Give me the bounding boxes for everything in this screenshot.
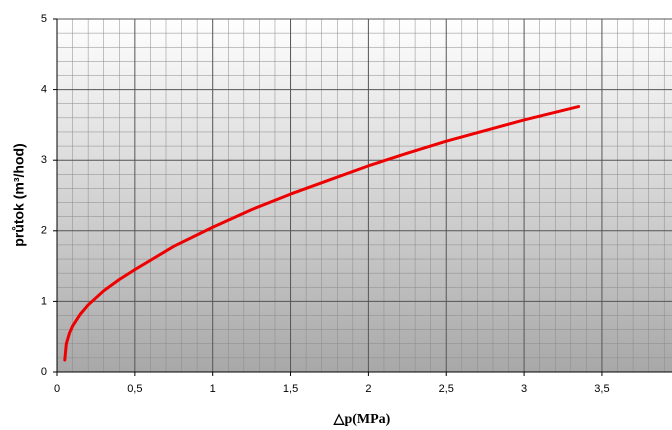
x-axis-title: △p(MPa) <box>333 412 391 427</box>
y-tick-label: 0 <box>41 366 47 378</box>
data-line <box>63 105 581 362</box>
y-tick-label: 3 <box>41 154 47 166</box>
y-tick-label: 2 <box>41 225 47 237</box>
x-tick-label: 3 <box>521 383 527 395</box>
x-tick-label: 0 <box>54 383 60 395</box>
y-axis-title: průtok (m³/hod) <box>11 143 27 246</box>
x-tick-label: 0,5 <box>127 383 142 395</box>
y-tick-label: 5 <box>41 13 47 25</box>
plot-area <box>57 19 672 372</box>
x-tick-label: 1 <box>210 383 216 395</box>
x-tick-label: 1,5 <box>283 383 298 395</box>
x-tick-label: 2 <box>365 383 371 395</box>
y-tick-label: 4 <box>41 84 47 96</box>
x-tick-label: 2,5 <box>439 383 454 395</box>
y-tick-label: 1 <box>41 295 47 307</box>
x-tick-label: 3,5 <box>594 383 609 395</box>
